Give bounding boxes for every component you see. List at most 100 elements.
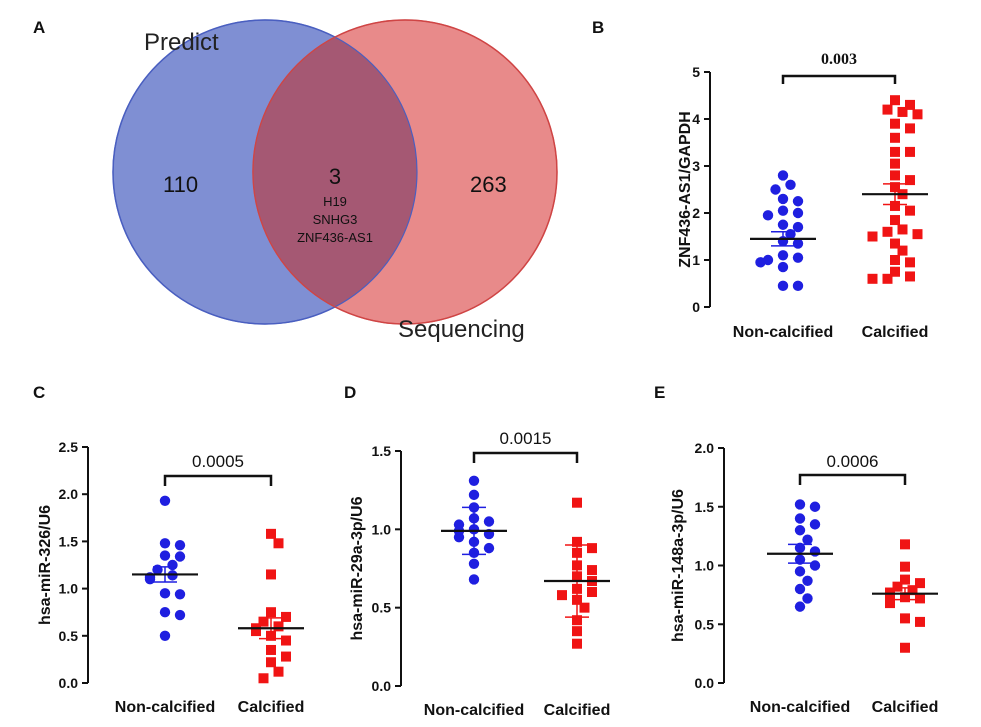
venn-count-predict-only: 110 bbox=[163, 172, 198, 197]
y-tick-label: 4 bbox=[692, 111, 700, 127]
data-point bbox=[890, 158, 900, 169]
data-point bbox=[890, 238, 900, 249]
p-value-label: 0.0005 bbox=[192, 452, 244, 471]
data-point bbox=[897, 245, 908, 256]
data-point bbox=[792, 238, 804, 249]
significance-bracket bbox=[798, 473, 907, 485]
data-point bbox=[792, 196, 804, 207]
venn-gene-h19: H19 bbox=[323, 194, 347, 209]
data-point bbox=[900, 574, 910, 585]
data-point bbox=[809, 546, 821, 557]
y-tick-label: 1 bbox=[692, 252, 700, 268]
y-tick-label: 1.5 bbox=[695, 499, 715, 515]
data-point bbox=[900, 561, 910, 572]
chart-e: 0.0 0.5 1.0 1.5 2.0 hsa-miR-148a-3p/U6 Non-cal… bbox=[670, 440, 938, 716]
data-point bbox=[905, 146, 915, 157]
y-tick-label: 0.5 bbox=[59, 628, 79, 644]
data-point bbox=[266, 644, 276, 655]
venn-gene-snhg3: SNHG3 bbox=[313, 212, 358, 227]
panel-letter-e: E bbox=[654, 383, 665, 402]
data-point bbox=[572, 497, 582, 508]
data-point bbox=[273, 621, 284, 632]
data-point bbox=[794, 513, 806, 524]
venn-count-overlap: 3 bbox=[329, 164, 341, 189]
data-point bbox=[905, 257, 915, 268]
y-tick-label: 2 bbox=[692, 205, 700, 221]
data-point bbox=[777, 261, 789, 273]
y-tick-label: 2.0 bbox=[695, 440, 715, 456]
y-tick-label: 3 bbox=[692, 158, 700, 174]
y-tick-label: 1.0 bbox=[372, 521, 392, 537]
data-point bbox=[557, 590, 567, 601]
data-point bbox=[587, 565, 597, 576]
data-point bbox=[890, 266, 900, 277]
data-point bbox=[266, 569, 276, 580]
venn-count-sequencing-only: 263 bbox=[470, 172, 507, 197]
p-value-label: 0.0015 bbox=[500, 429, 552, 448]
data-point bbox=[468, 574, 480, 585]
data-point bbox=[897, 106, 908, 117]
data-point bbox=[159, 550, 171, 561]
venn-label-sequencing: Sequencing bbox=[398, 316, 525, 343]
data-point bbox=[809, 560, 821, 571]
data-point bbox=[802, 593, 813, 604]
data-point bbox=[802, 575, 813, 586]
data-point bbox=[258, 673, 269, 684]
data-point bbox=[792, 221, 804, 233]
data-point bbox=[755, 257, 766, 268]
x-category-label: Calcified bbox=[862, 324, 929, 341]
data-point bbox=[483, 516, 495, 527]
y-tick-label: 1.5 bbox=[372, 443, 392, 459]
x-category-label: Non-calcified bbox=[733, 324, 833, 341]
data-point bbox=[468, 489, 480, 501]
y-axis-label: hsa-miR-148a-3p/U6 bbox=[670, 489, 687, 642]
y-axis-label: hsa-miR-326/U6 bbox=[37, 505, 54, 625]
data-point bbox=[273, 538, 284, 549]
data-point bbox=[159, 630, 171, 641]
data-point bbox=[777, 170, 789, 181]
y-tick-label: 1.0 bbox=[695, 558, 715, 574]
x-category-label: Non-calcified bbox=[115, 699, 215, 716]
y-tick-label: 1.5 bbox=[59, 533, 79, 549]
data-point bbox=[915, 593, 925, 604]
data-point bbox=[159, 538, 171, 549]
data-point bbox=[794, 566, 806, 577]
data-point bbox=[882, 226, 893, 237]
data-point bbox=[890, 215, 900, 226]
data-point bbox=[905, 175, 915, 186]
panel-letter-c: C bbox=[33, 383, 45, 402]
y-tick-label: 5 bbox=[692, 64, 700, 80]
data-point bbox=[900, 613, 910, 624]
data-point bbox=[892, 581, 903, 592]
data-point bbox=[890, 132, 900, 143]
data-point bbox=[483, 542, 495, 554]
data-point bbox=[890, 118, 900, 129]
data-point bbox=[572, 626, 582, 637]
data-point bbox=[579, 602, 590, 613]
data-point bbox=[777, 280, 789, 292]
data-point bbox=[468, 558, 480, 569]
significance-bracket bbox=[781, 74, 897, 84]
data-point bbox=[900, 539, 910, 550]
data-point bbox=[266, 657, 276, 668]
data-point bbox=[174, 551, 186, 562]
data-point bbox=[912, 229, 923, 240]
p-value-label: 0.003 bbox=[821, 51, 857, 68]
p-value-label: 0.0006 bbox=[827, 452, 879, 471]
y-tick-label: 0 bbox=[692, 299, 700, 315]
data-point bbox=[258, 616, 269, 627]
data-point bbox=[890, 95, 900, 106]
data-point bbox=[144, 573, 156, 585]
data-point bbox=[907, 585, 918, 596]
data-point bbox=[281, 611, 291, 622]
data-point bbox=[792, 280, 804, 292]
data-point bbox=[281, 651, 291, 662]
data-point bbox=[777, 250, 789, 261]
data-point bbox=[915, 616, 925, 627]
data-point bbox=[587, 543, 597, 554]
data-point bbox=[912, 109, 923, 120]
x-category-label: Calcified bbox=[544, 702, 611, 719]
data-point bbox=[890, 146, 900, 157]
data-point bbox=[809, 501, 821, 512]
venn-outline-sequencing bbox=[252, 19, 558, 325]
